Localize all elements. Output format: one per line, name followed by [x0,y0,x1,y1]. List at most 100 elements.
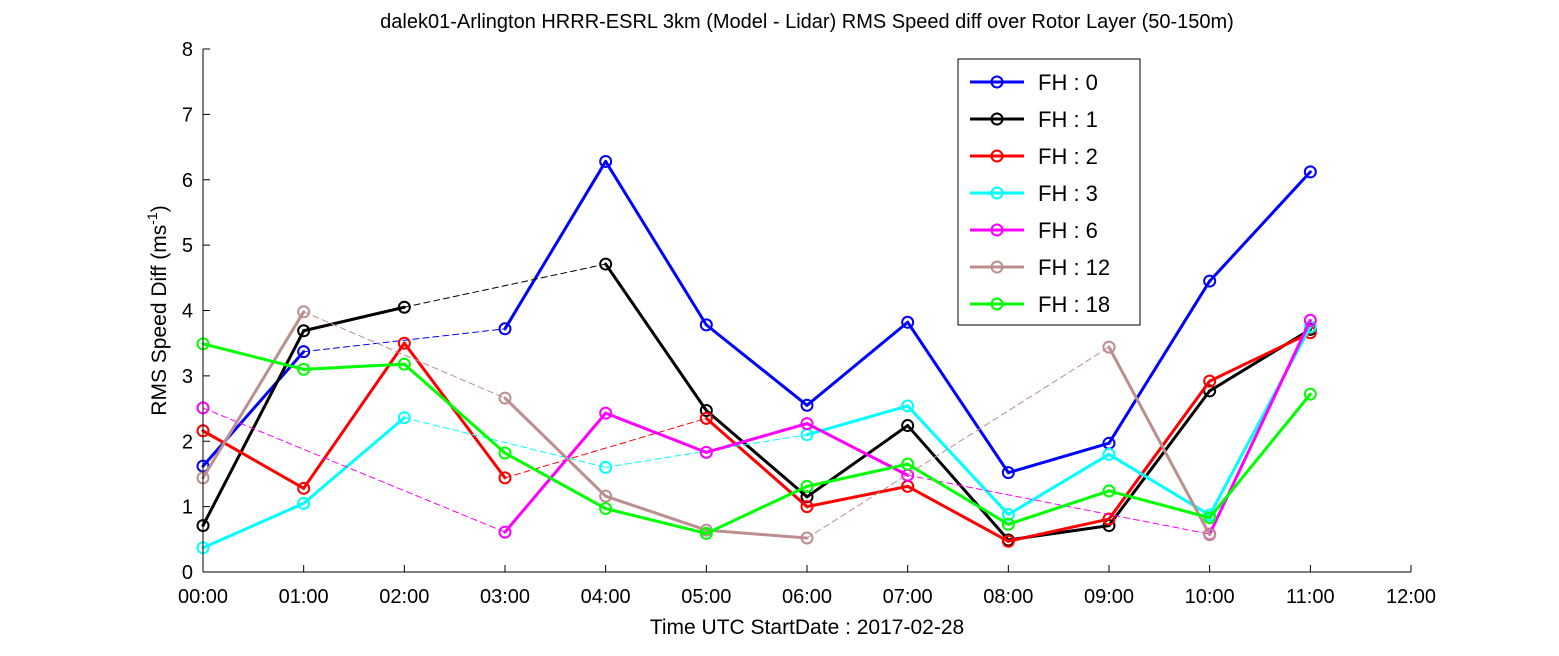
x-tick-label: 09:00 [1084,586,1134,608]
data-point [800,398,814,412]
series-segment [1107,345,1212,537]
data-point [1102,340,1116,354]
series-fh-0 [196,154,1317,480]
legend-item: FH : 1 [970,107,1098,132]
legend-swatch-marker [990,75,1004,89]
data-point [800,479,814,493]
series-gap-segment [303,311,506,399]
series-segment [302,341,406,490]
series-segment [604,411,708,454]
series-segment [906,462,1010,526]
data-point [1203,274,1217,288]
legend-swatch-marker [990,223,1004,237]
series-segment [704,409,809,499]
series-segment [704,416,809,509]
legend-item: FH : 3 [970,181,1098,206]
data-point [397,336,411,350]
data-point [1001,517,1015,531]
x-tick-label: 04:00 [581,586,631,608]
legend-swatch-marker [990,260,1004,274]
y-tick-label: 3 [182,366,193,388]
data-point [1001,534,1015,548]
y-axis-label-base: RMS Speed Diff (ms [148,225,171,416]
series-segment [1208,392,1312,520]
series-gap-segment [403,263,607,308]
legend-label: FH : 6 [1038,218,1098,243]
series-segment [1006,489,1111,526]
series-gap-segment [806,346,1110,539]
y-tick-label: 7 [182,104,193,126]
series-segment [201,310,306,480]
data-point [498,446,512,460]
data-point [1001,507,1015,521]
series-segment [704,528,809,540]
x-axis: 00:00 01:00 02:00 03:00 04:00 05:00 06:00 07:00… [178,565,1436,608]
x-tick-label: 03:00 [480,586,530,608]
data-point [599,502,613,516]
data-point [498,391,512,405]
data-point [1203,374,1217,388]
data-point [1102,447,1116,461]
x-tick-label: 02:00 [379,586,429,608]
data-point [599,154,613,168]
data-point [901,399,915,413]
series-segment [503,396,608,498]
y-tick-label: 1 [182,497,193,519]
data-point [498,525,512,539]
data-point [397,300,411,314]
data-point [599,257,613,271]
data-point [1203,511,1217,525]
data-point [599,489,613,503]
legend-item: FH : 12 [970,255,1110,280]
x-tick-label: 08:00 [983,586,1033,608]
data-point [297,481,311,495]
x-axis-label: Time UTC StartDate : 2017-02-28 [650,616,964,639]
x-tick-label: 11:00 [1286,586,1335,608]
series-segment [1006,452,1111,516]
series-gap-segment [202,407,506,533]
series-segment [302,416,406,505]
y-tick-label: 8 [182,39,193,61]
data-point [297,345,311,359]
series-segment [805,424,910,499]
data-point [800,531,814,545]
series-segment [704,484,809,535]
y-axis-label-close: ) [148,205,171,212]
series-segment [201,350,306,468]
data-point [699,526,713,540]
series-segment [604,159,708,327]
data-point [397,411,411,425]
data-point [1303,387,1317,401]
data-point [599,406,613,420]
series-segment [503,159,608,331]
series-layer [196,154,1317,555]
series-segment [1208,170,1312,283]
series-segment [503,411,608,534]
x-tick-label: 05:00 [681,586,731,608]
data-point [297,496,311,510]
legend-label: FH : 2 [1038,144,1098,169]
series-segment [402,362,507,455]
series-segment [201,342,306,371]
data-point [699,318,713,332]
series-gap-segment [403,417,607,468]
series-segment [906,404,1010,516]
x-tick-label: 06:00 [782,586,832,608]
series-segment [805,320,910,407]
data-point [800,500,814,514]
legend-item: FH : 2 [970,144,1098,169]
series-segment [805,404,910,437]
series-segment [704,422,809,454]
y-axis: 0 1 2 3 4 5 6 7 8 [182,39,210,584]
series-segment [201,429,306,490]
data-point [498,471,512,485]
series-segment [604,507,708,535]
series-segment [604,262,708,413]
series-segment [805,462,910,488]
legend: FH : 0 FH : 1 FH : 2 FH : 3 FH : 6 FH : 12 FH … [957,58,1141,326]
series-segment [604,494,708,532]
data-point [699,445,713,459]
data-point [397,357,411,371]
data-point [1102,484,1116,498]
